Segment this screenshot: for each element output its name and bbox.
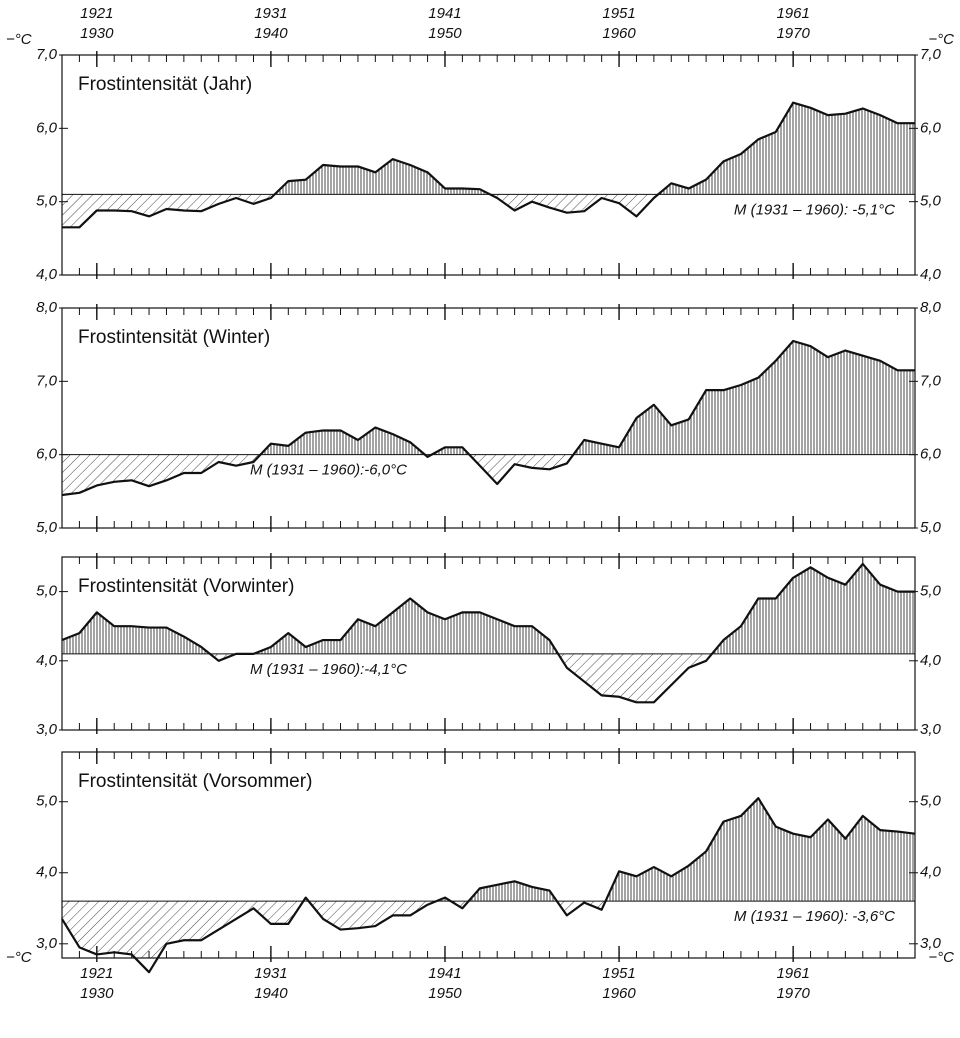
x-tick-label: 1951	[602, 5, 635, 22]
y-tick-label: 5,0	[36, 793, 58, 810]
y-tick-label: 3,0	[36, 721, 58, 738]
y-tick-label: 6,0	[920, 446, 942, 463]
plot-frame	[61, 54, 916, 276]
y-tick-label: 4,0	[920, 266, 942, 283]
y-tick-label: 5,0	[36, 193, 58, 210]
y-tick-label: 4,0	[36, 864, 58, 881]
x-tick-label: 1931	[254, 5, 287, 22]
area-above-mean	[260, 341, 915, 455]
line	[62, 101, 915, 229]
area-above-mean	[62, 102, 915, 195]
area-below-mean	[209, 653, 712, 703]
y-tick-label: 3,0	[36, 935, 58, 952]
x-tick-label: 1921	[80, 965, 113, 982]
panel-title: Frostintensität (Jahr)	[78, 74, 252, 95]
area-below-mean	[62, 194, 659, 228]
plot-frame	[61, 556, 916, 731]
y-tick-label: 4,0	[36, 266, 58, 283]
y-tick-label: 4,0	[920, 652, 942, 669]
y-tick-label: 5,0	[920, 793, 942, 810]
plot-frame	[61, 751, 916, 959]
y-tick-label: 6,0	[36, 446, 58, 463]
x-tick-label: 1931	[254, 965, 287, 982]
panel-title: Frostintensität (Winter)	[78, 327, 270, 348]
y-tick-label: 5,0	[920, 193, 942, 210]
line	[61, 797, 916, 974]
area-above-mean	[62, 798, 915, 902]
mean-label: M (1931 – 1960):-4,1°C	[250, 661, 407, 678]
y-unit: −°C	[928, 31, 954, 48]
mean-label: M (1931 – 1960): -5,1°C	[734, 201, 895, 218]
y-unit: −°C	[6, 31, 32, 48]
plot-frame	[61, 307, 916, 529]
x-tick-label: 1960	[602, 985, 636, 1002]
y-tick-label: 5,0	[920, 583, 942, 600]
area-below-mean	[62, 901, 606, 959]
x-tick-label: 1950	[428, 25, 462, 42]
y-tick-label: 5,0	[36, 519, 58, 536]
x-tick-label: 1950	[428, 985, 462, 1002]
line	[61, 562, 915, 704]
y-tick-label: 3,0	[920, 935, 942, 952]
y-tick-label: 5,0	[920, 519, 942, 536]
y-tick-label: 8,0	[920, 299, 942, 316]
area-above-mean	[62, 563, 915, 654]
panel-title: Frostintensität (Vorsommer)	[78, 771, 312, 792]
x-tick-label: 1921	[80, 5, 113, 22]
x-tick-label: 1961	[776, 5, 809, 22]
y-tick-label: 4,0	[36, 652, 58, 669]
x-tick-label: 1930	[80, 25, 114, 42]
x-tick-label: 1951	[602, 965, 635, 982]
y-tick-label: 5,0	[36, 583, 58, 600]
y-tick-label: 4,0	[920, 864, 942, 881]
x-tick-label: 1970	[776, 25, 810, 42]
x-tick-label: 1941	[428, 965, 461, 982]
x-tick-label: 1960	[602, 25, 636, 42]
x-tick-label: 1940	[254, 985, 288, 1002]
y-tick-label: 3,0	[920, 721, 942, 738]
y-tick-label: 6,0	[36, 119, 58, 136]
panel-title: Frostintensität (Vorwinter)	[78, 576, 294, 597]
x-tick-label: 1940	[254, 25, 288, 42]
y-tick-label: 7,0	[920, 46, 942, 63]
x-tick-label: 1941	[428, 5, 461, 22]
y-tick-label: 7,0	[36, 372, 58, 389]
y-tick-label: 6,0	[920, 119, 942, 136]
y-tick-label: 7,0	[36, 46, 58, 63]
y-tick-label: 7,0	[920, 372, 942, 389]
y-unit: −°C	[928, 949, 954, 966]
x-tick-label: 1930	[80, 985, 114, 1002]
mean-label: M (1931 – 1960):-6,0°C	[250, 462, 407, 479]
x-tick-label: 1961	[776, 965, 809, 982]
line	[61, 339, 915, 497]
x-tick-label: 1970	[776, 985, 810, 1002]
y-tick-label: 8,0	[36, 299, 58, 316]
y-unit: −°C	[6, 949, 32, 966]
mean-label: M (1931 – 1960): -3,6°C	[734, 908, 895, 925]
